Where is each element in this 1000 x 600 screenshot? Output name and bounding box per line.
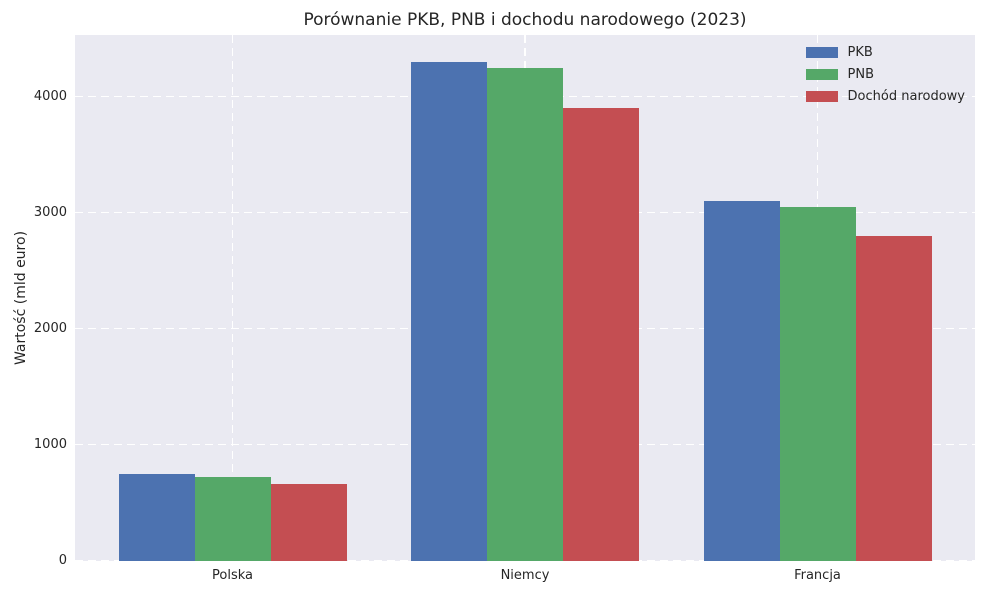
bar-pkb-polska <box>118 473 195 561</box>
y-tick-label: 3000 <box>33 204 67 220</box>
y-tick-label: 0 <box>58 553 67 568</box>
legend-swatch <box>805 91 838 102</box>
legend-label: PNB <box>847 67 875 82</box>
x-tick-label: Niemcy <box>500 568 550 583</box>
bar-dochód-narodowy-niemcy <box>563 108 639 561</box>
legend-label: Dochód narodowy <box>847 89 965 104</box>
legend-swatch <box>805 69 838 80</box>
chart-title: Porównanie PKB, PNB i dochodu narodowego… <box>303 10 747 30</box>
legend-swatch <box>805 47 838 58</box>
x-tick-label: Polska <box>212 568 253 583</box>
bar-dochód-narodowy-polska <box>270 484 347 561</box>
y-tick-label: 2000 <box>33 320 67 336</box>
bar-pkb-francja <box>703 201 780 561</box>
bar-dochód-narodowy-francja <box>855 235 932 561</box>
y-tick-label: 1000 <box>33 436 67 452</box>
legend-item: Dochód narodowy <box>805 89 965 104</box>
legend-label: PKB <box>847 45 873 60</box>
y-axis-label: Wartość (mld euro) <box>13 230 29 366</box>
x-tick-label: Francja <box>794 568 841 583</box>
legend-item: PNB <box>805 67 965 82</box>
bar-pnb-polska <box>194 477 271 561</box>
y-tick-label: 4000 <box>33 88 67 104</box>
bar-pnb-francja <box>779 206 856 561</box>
legend-item: PKB <box>805 45 965 60</box>
bar-pkb-niemcy <box>411 61 487 561</box>
legend: PKB PNB Dochód narodowy <box>805 45 965 104</box>
v-gridline <box>231 35 234 561</box>
plot-area: PKB PNB Dochód narodowy <box>75 35 975 561</box>
bar-pnb-niemcy <box>487 67 563 561</box>
